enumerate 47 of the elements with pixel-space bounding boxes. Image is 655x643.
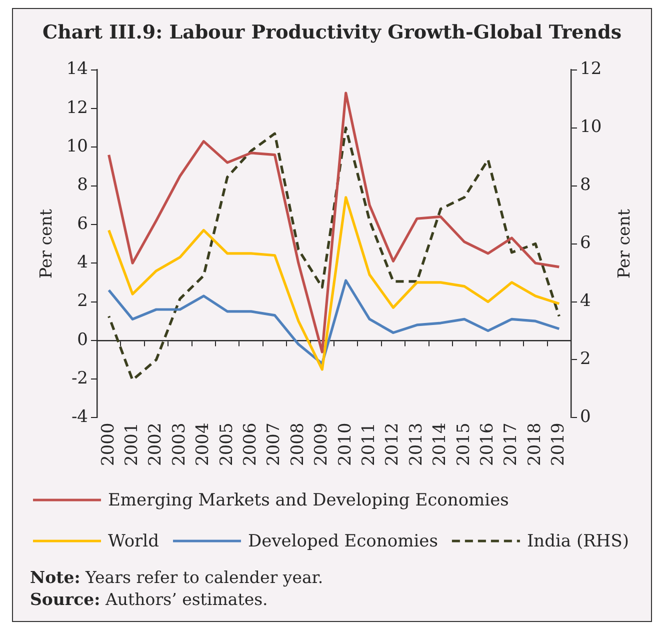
y2-tick-label: 0 [580,407,591,428]
chart-title: Chart III.9: Labour Productivity Growth-Global Trends [42,21,622,44]
y-tick-label: 12 [66,98,88,118]
x-tick-label: 2005 [216,422,237,466]
x-tick-label: 2016 [477,422,498,466]
x-tick-label: 2013 [406,422,426,466]
x-tick-label: 2011 [358,422,379,466]
y2-tick-label: 12 [580,59,602,80]
text: Note: Years refer to calender year. [30,568,324,587]
x-tick-label: 2014 [430,422,450,466]
x-tick-label: 2002 [146,422,166,466]
x-tick-label: 2017 [501,422,522,466]
y2-tick-label: 6 [580,233,591,254]
legend-label: Emerging Markets and Developing Economies [108,490,509,510]
x-tick-label: 2019 [548,422,569,466]
y-tick-label: 0 [77,330,88,350]
x-tick-label: 2007 [264,422,284,466]
y2-tick-label: 10 [580,117,602,138]
y2-axis-title: Per cent [614,208,634,279]
x-tick-label: 2012 [382,422,403,466]
y-tick-label: 8 [77,175,88,196]
y-tick-label: 4 [77,252,88,273]
y2-tick-label: 8 [580,175,591,196]
y-tick-label: 2 [77,291,88,312]
legend-label: World [108,531,160,552]
y2-tick-label: 2 [580,349,591,370]
x-tick-label: 2008 [288,422,308,466]
x-tick-label: 2004 [193,422,214,466]
line-series [108,126,560,382]
x-tick-label: 2000 [98,422,118,466]
y2-tick-label: 4 [580,291,591,312]
x-tick-label: 2010 [335,422,356,466]
y-axis-title: Per cent [36,208,56,279]
y-tick-label: 10 [66,136,88,157]
legend-label: Developed Economies [248,531,438,552]
x-tick-label: 2001 [122,422,142,466]
y-tick-label: 6 [77,214,88,234]
x-tick-label: 2003 [169,422,190,466]
source-note: Source: Authors’ estimates. [30,590,268,609]
y-tick-label: 14 [66,59,88,80]
x-tick-label: 2018 [524,422,545,466]
legend-label: India (RHS) [526,531,630,552]
x-tick-label: 2015 [454,422,474,466]
x-tick-label: 2006 [240,422,260,466]
x-tick-label: 2009 [312,422,332,466]
y-tick-label: -4 [71,407,88,428]
y-tick-label: -2 [71,368,88,388]
